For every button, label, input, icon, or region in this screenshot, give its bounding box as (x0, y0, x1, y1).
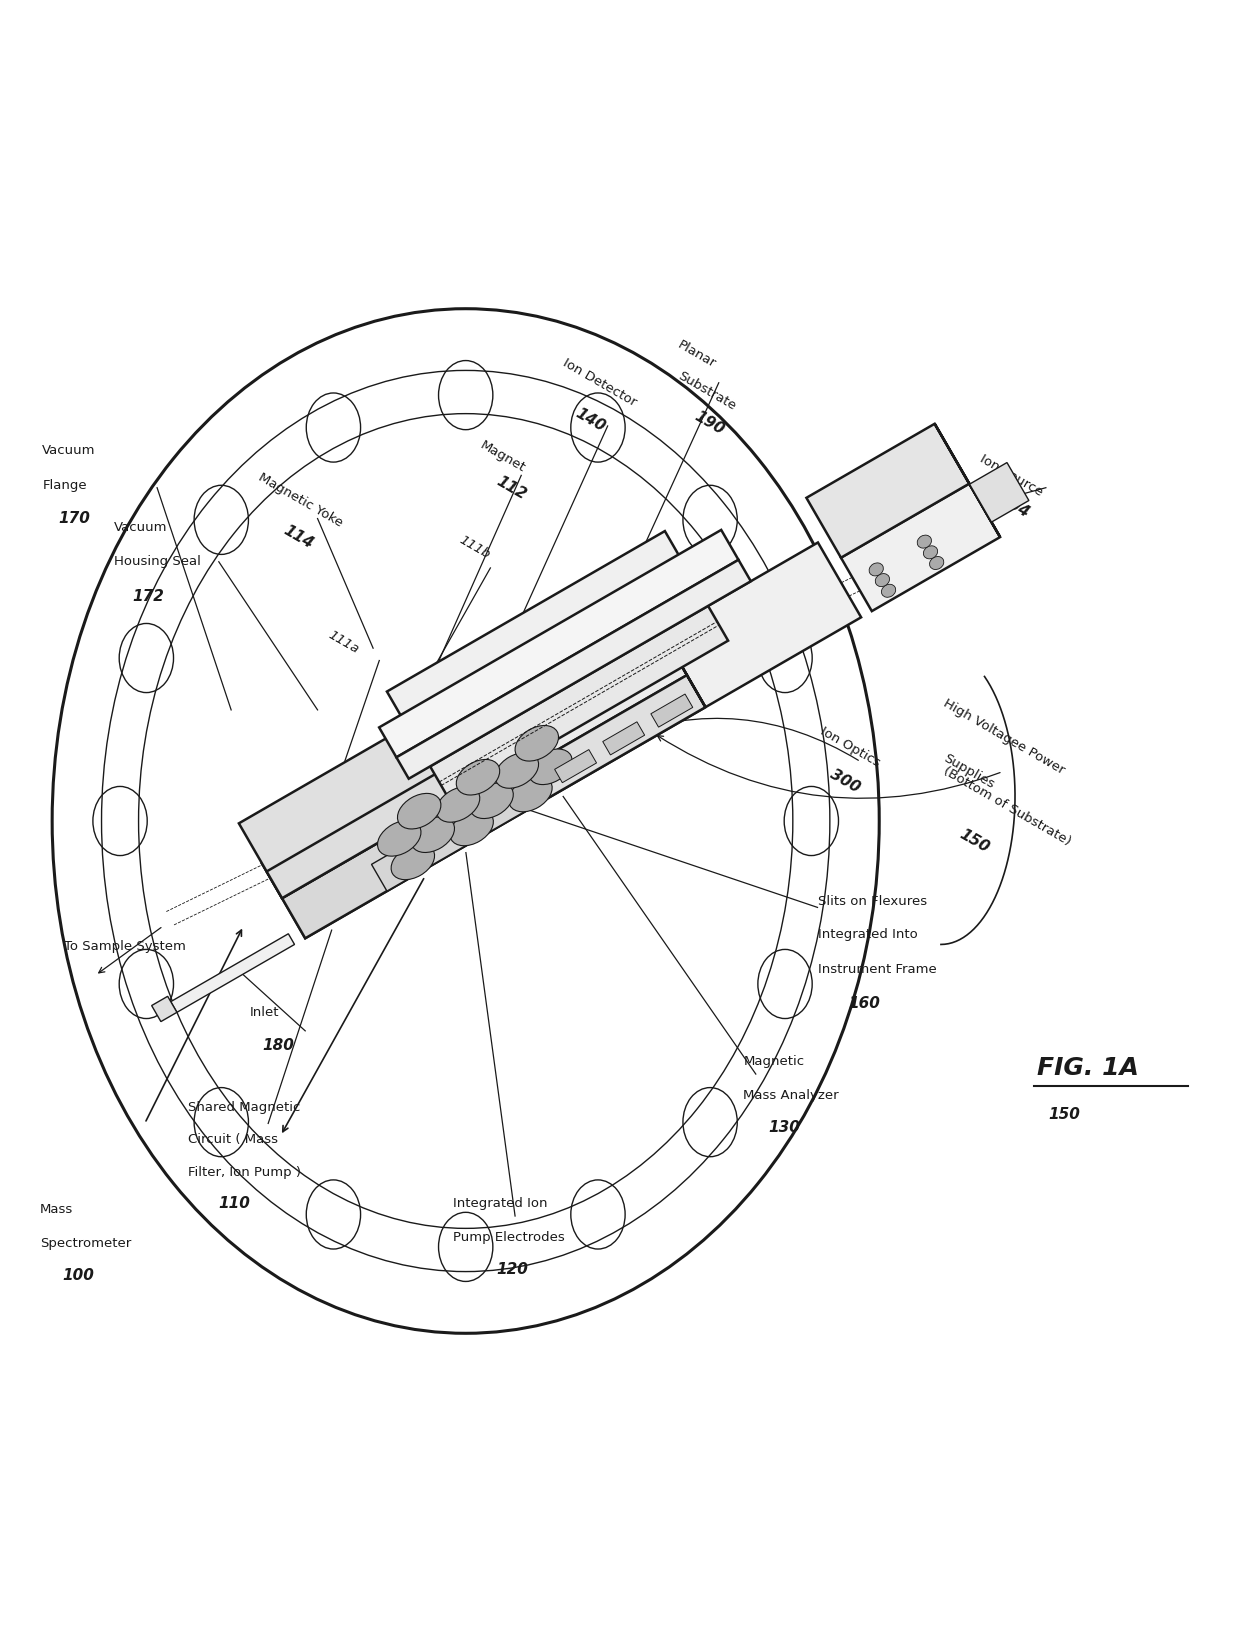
Ellipse shape (515, 726, 558, 760)
Polygon shape (430, 606, 728, 801)
Polygon shape (372, 777, 538, 892)
Polygon shape (935, 424, 1001, 537)
Text: Spectrometer: Spectrometer (40, 1236, 131, 1250)
Polygon shape (603, 722, 645, 755)
Polygon shape (970, 463, 1029, 522)
Text: 190: 190 (692, 409, 727, 438)
Text: Ion Optics: Ion Optics (817, 724, 882, 770)
Text: Substrate: Substrate (676, 369, 738, 414)
Polygon shape (262, 729, 516, 898)
Ellipse shape (918, 535, 931, 548)
Ellipse shape (930, 557, 944, 570)
Ellipse shape (450, 810, 494, 846)
Text: Integrated Into: Integrated Into (817, 928, 918, 941)
Text: Ion Source: Ion Source (978, 452, 1045, 499)
Text: Integrated Ion: Integrated Ion (454, 1197, 548, 1210)
Text: FIG. 1A: FIG. 1A (1037, 1056, 1140, 1080)
Text: 172: 172 (133, 589, 164, 604)
Ellipse shape (470, 783, 513, 818)
Text: 114: 114 (280, 522, 316, 552)
Text: 140: 140 (573, 406, 608, 433)
Text: 150: 150 (1048, 1107, 1080, 1121)
Ellipse shape (875, 573, 889, 586)
Text: 111b: 111b (458, 534, 492, 562)
Polygon shape (806, 424, 970, 558)
Ellipse shape (869, 563, 883, 576)
Polygon shape (281, 764, 538, 938)
Ellipse shape (410, 818, 455, 852)
Polygon shape (644, 601, 706, 708)
Text: 300: 300 (827, 767, 863, 796)
Text: Supplies: Supplies (941, 752, 997, 791)
Text: 110: 110 (218, 1195, 250, 1212)
Text: To Sample System: To Sample System (64, 941, 186, 954)
Text: 120: 120 (496, 1261, 528, 1276)
Text: Flange: Flange (42, 479, 87, 491)
Ellipse shape (528, 749, 572, 785)
Text: Slits on Flexures: Slits on Flexures (817, 895, 926, 908)
Ellipse shape (456, 760, 500, 795)
Text: Inlet: Inlet (249, 1007, 279, 1018)
Text: Pump Electrodes: Pump Electrodes (454, 1230, 565, 1243)
Text: 104: 104 (997, 491, 1032, 521)
Text: Magnetic: Magnetic (744, 1056, 805, 1069)
Polygon shape (841, 484, 1001, 611)
Ellipse shape (391, 844, 434, 880)
Text: High Voltagee Power: High Voltagee Power (941, 696, 1066, 777)
Polygon shape (477, 601, 687, 772)
Ellipse shape (377, 821, 422, 855)
Text: 160: 160 (848, 997, 880, 1011)
Ellipse shape (882, 585, 895, 598)
Text: Vacuum: Vacuum (114, 521, 167, 534)
Text: 111a: 111a (326, 627, 362, 655)
Text: Circuit ( Mass: Circuit ( Mass (188, 1133, 278, 1146)
Polygon shape (397, 560, 751, 778)
Text: Magnet: Magnet (479, 438, 528, 475)
Ellipse shape (508, 777, 552, 811)
Text: Mass Analyzer: Mass Analyzer (744, 1089, 839, 1102)
Text: Housing Seal: Housing Seal (114, 555, 201, 568)
Text: 180: 180 (262, 1038, 294, 1053)
Text: Mass: Mass (40, 1204, 73, 1217)
Polygon shape (379, 530, 739, 757)
Text: (Bottom of Substrate): (Bottom of Substrate) (941, 764, 1073, 847)
Polygon shape (171, 934, 295, 1013)
Text: Shared Magnetic: Shared Magnetic (188, 1100, 300, 1113)
Polygon shape (472, 688, 538, 803)
Ellipse shape (495, 752, 538, 788)
Text: Instrument Frame: Instrument Frame (817, 962, 936, 975)
Text: Magnetic Yoke: Magnetic Yoke (255, 471, 345, 529)
Polygon shape (554, 750, 596, 783)
Ellipse shape (924, 545, 937, 558)
Text: Planar: Planar (676, 338, 718, 371)
Text: 150: 150 (957, 826, 992, 855)
Polygon shape (387, 530, 708, 767)
Text: Filter, Ion Pump ): Filter, Ion Pump ) (188, 1166, 301, 1179)
Text: Ion Detector: Ion Detector (560, 356, 639, 409)
Ellipse shape (436, 787, 480, 823)
Text: 112: 112 (494, 473, 529, 502)
Polygon shape (267, 737, 516, 898)
Text: 100: 100 (62, 1268, 94, 1282)
Polygon shape (151, 997, 177, 1021)
Polygon shape (262, 542, 861, 938)
Text: 130: 130 (768, 1120, 800, 1135)
Text: Vacuum: Vacuum (42, 445, 95, 456)
Ellipse shape (398, 793, 441, 829)
Text: 170: 170 (58, 511, 91, 525)
Polygon shape (651, 695, 693, 727)
Polygon shape (521, 675, 706, 803)
Polygon shape (239, 688, 516, 898)
